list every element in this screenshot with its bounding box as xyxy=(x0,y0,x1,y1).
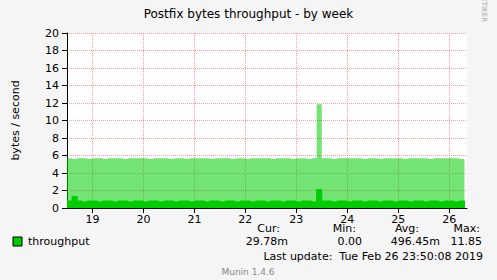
svg-text:29.78m: 29.78m xyxy=(246,235,288,248)
svg-text:24: 24 xyxy=(340,213,354,226)
svg-text:20: 20 xyxy=(45,27,59,40)
svg-text:RRDTOOL / TOBI OETIKER: RRDTOOL / TOBI OETIKER xyxy=(480,0,488,22)
svg-text:12: 12 xyxy=(45,97,59,110)
svg-text:Last update: Tue Feb 26 23:50: Last update: Tue Feb 26 23:50:08 2019 xyxy=(263,250,483,263)
svg-text:11.85: 11.85 xyxy=(451,235,483,248)
svg-text:10: 10 xyxy=(45,114,59,127)
svg-text:0: 0 xyxy=(52,202,59,215)
svg-text:8: 8 xyxy=(52,132,59,145)
svg-text:23: 23 xyxy=(289,213,303,226)
svg-text:22: 22 xyxy=(238,213,252,226)
svg-text:Cur:: Cur: xyxy=(257,222,280,235)
svg-text:Min:: Min: xyxy=(332,222,356,235)
svg-text:26: 26 xyxy=(442,213,456,226)
svg-text:19: 19 xyxy=(85,213,99,226)
svg-text:Avg:: Avg: xyxy=(394,222,419,235)
svg-text:Munin 1.4.6: Munin 1.4.6 xyxy=(221,267,274,277)
svg-text:0.00: 0.00 xyxy=(338,235,363,248)
svg-text:21: 21 xyxy=(187,213,201,226)
svg-text:Max:: Max: xyxy=(454,222,480,235)
svg-text:18: 18 xyxy=(45,44,59,57)
svg-text:6: 6 xyxy=(52,149,59,162)
svg-text:throughput: throughput xyxy=(28,235,90,248)
svg-text:Postfix bytes throughput - by: Postfix bytes throughput - by week xyxy=(144,7,354,21)
svg-text:20: 20 xyxy=(136,213,150,226)
svg-text:bytes / second: bytes / second xyxy=(9,80,22,160)
svg-text:4: 4 xyxy=(52,167,59,180)
svg-text:496.45m: 496.45m xyxy=(391,235,440,248)
svg-text:2: 2 xyxy=(52,184,59,197)
svg-text:16: 16 xyxy=(45,62,59,75)
svg-text:14: 14 xyxy=(45,79,59,92)
svg-text:25: 25 xyxy=(391,213,405,226)
